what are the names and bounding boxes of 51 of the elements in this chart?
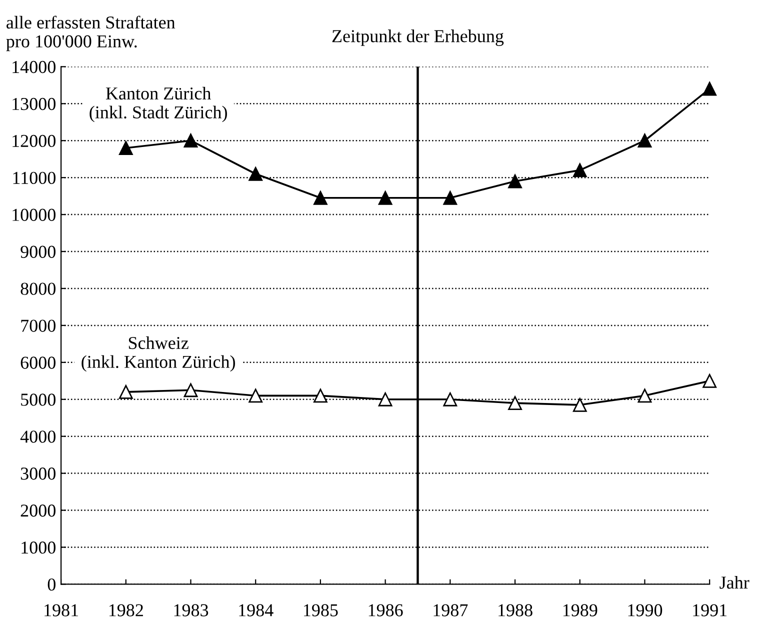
x-tick-label: 1984 (239, 604, 274, 616)
point (702, 374, 717, 388)
x-tick-label: 1981 (44, 604, 78, 616)
x-tick-label: 1983 (174, 604, 208, 616)
point (378, 392, 392, 406)
point (118, 385, 133, 399)
point (508, 396, 522, 410)
y-tick-label: 2000 (20, 504, 56, 517)
point (184, 383, 198, 398)
point (508, 174, 522, 188)
point (572, 163, 587, 178)
point (638, 388, 652, 403)
point (314, 388, 328, 403)
y-tick-label: 7000 (21, 320, 56, 332)
point (314, 190, 328, 205)
x-tick-label: 1982 (109, 604, 143, 616)
y-tick-label: 13000 (12, 98, 56, 110)
x-tick-label: 1987 (434, 604, 468, 616)
point (702, 82, 717, 96)
point (378, 190, 392, 205)
point (572, 398, 587, 412)
y-tick-label: 12000 (12, 134, 56, 148)
x-tick-label: 1985 (304, 604, 338, 616)
point (248, 166, 263, 181)
point (638, 134, 652, 148)
y-tick-label: 3000 (20, 468, 56, 480)
x-tick-label: 1989 (563, 604, 598, 616)
y-tick-label: 4000 (20, 430, 56, 443)
point (184, 134, 198, 148)
y-tick-label: 0 (48, 578, 56, 591)
x-axis-title: Jahr (720, 576, 750, 589)
point (118, 141, 133, 155)
y-tick-label: 14000 (12, 60, 56, 74)
series-label: Kanton Zürich (inkl. Stadt Zürich) (90, 86, 227, 122)
x-tick-label: 1988 (498, 604, 532, 616)
y-tick-label: 1000 (22, 541, 56, 554)
series-label: Schweiz (inkl. Kanton Zürich) (82, 336, 235, 372)
point (248, 388, 263, 403)
x-tick-label: 1991 (693, 604, 727, 616)
y-tick-label: 8000 (20, 282, 56, 295)
y-tick-label: 10000 (12, 208, 56, 221)
x-tick-label: 1990 (628, 604, 662, 616)
point (443, 190, 458, 205)
y-tick-label: 9000 (20, 246, 56, 258)
point (443, 392, 458, 406)
y-tick-label: 6000 (20, 356, 56, 369)
x-tick-label: 1986 (368, 604, 403, 616)
ref-line-label: Zeitpunkt der Erhebung (332, 30, 504, 46)
y-tick-label: 5000 (21, 394, 56, 406)
y-axis-title: alle erfassten Straftaten pro 100'000 Einw. (6, 16, 176, 52)
y-tick-label: 11000 (13, 172, 56, 184)
